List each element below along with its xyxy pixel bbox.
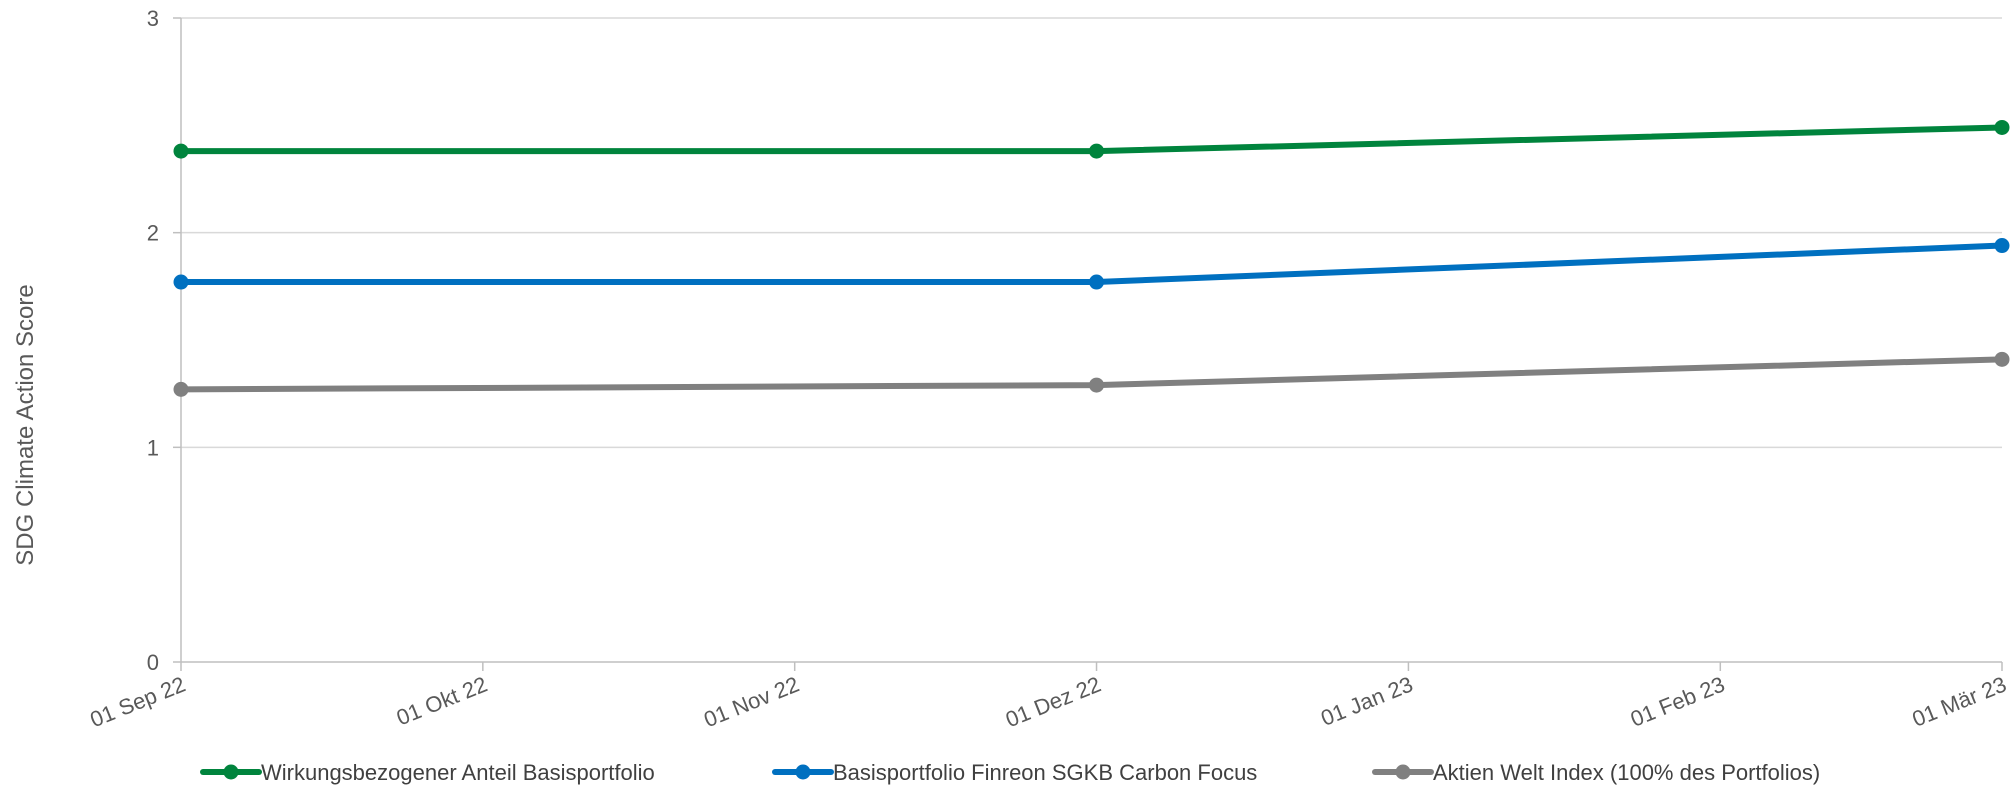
data-point <box>1089 377 1105 393</box>
y-tick-label: 0 <box>147 650 159 675</box>
data-point <box>173 381 189 397</box>
legend-point-marker <box>1395 764 1411 780</box>
x-tick-label: 01 Okt 22 <box>393 671 491 730</box>
data-point <box>173 143 189 159</box>
legend-label: Aktien Welt Index (100% des Portfolios) <box>1433 760 1820 785</box>
data-point <box>1994 238 2010 254</box>
x-tick-label: 01 Feb 23 <box>1627 671 1728 731</box>
legend-point-marker <box>795 764 811 780</box>
axes <box>173 17 2003 671</box>
data-point <box>1994 119 2010 135</box>
legend-point-marker <box>223 764 239 780</box>
y-tick-labels: 0 1 2 3 <box>147 6 159 675</box>
y-tick-label: 3 <box>147 6 159 31</box>
y-tick-label: 2 <box>147 221 159 246</box>
legend: Wirkungsbezogener Anteil Basisportfolio B… <box>200 760 1820 785</box>
x-tick-label: 01 Nov 22 <box>700 671 802 732</box>
gridlines <box>181 17 2002 449</box>
x-tick-label: 01 Dez 22 <box>1002 671 1104 732</box>
data-point <box>1089 274 1105 290</box>
x-tick-label: 01 Mär 23 <box>1909 671 2010 731</box>
legend-label: Wirkungsbezogener Anteil Basisportfolio <box>261 760 655 785</box>
x-tick-labels: 01 Sep 22 01 Okt 22 01 Nov 22 01 Dez 22 01 J… <box>86 671 2009 732</box>
data-point <box>1994 351 2010 367</box>
legend-label: Basisportfolio Finreon SGKB Carbon Focus <box>833 760 1257 785</box>
series-lines <box>173 119 2010 397</box>
x-tick-label: 01 Sep 22 <box>86 671 188 732</box>
y-tick-label: 1 <box>147 435 159 460</box>
data-point <box>1089 143 1105 159</box>
x-tick-label: 01 Jan 23 <box>1317 671 1416 730</box>
y-axis-title: SDG Climate Action Score <box>12 284 39 565</box>
data-point <box>173 274 189 290</box>
